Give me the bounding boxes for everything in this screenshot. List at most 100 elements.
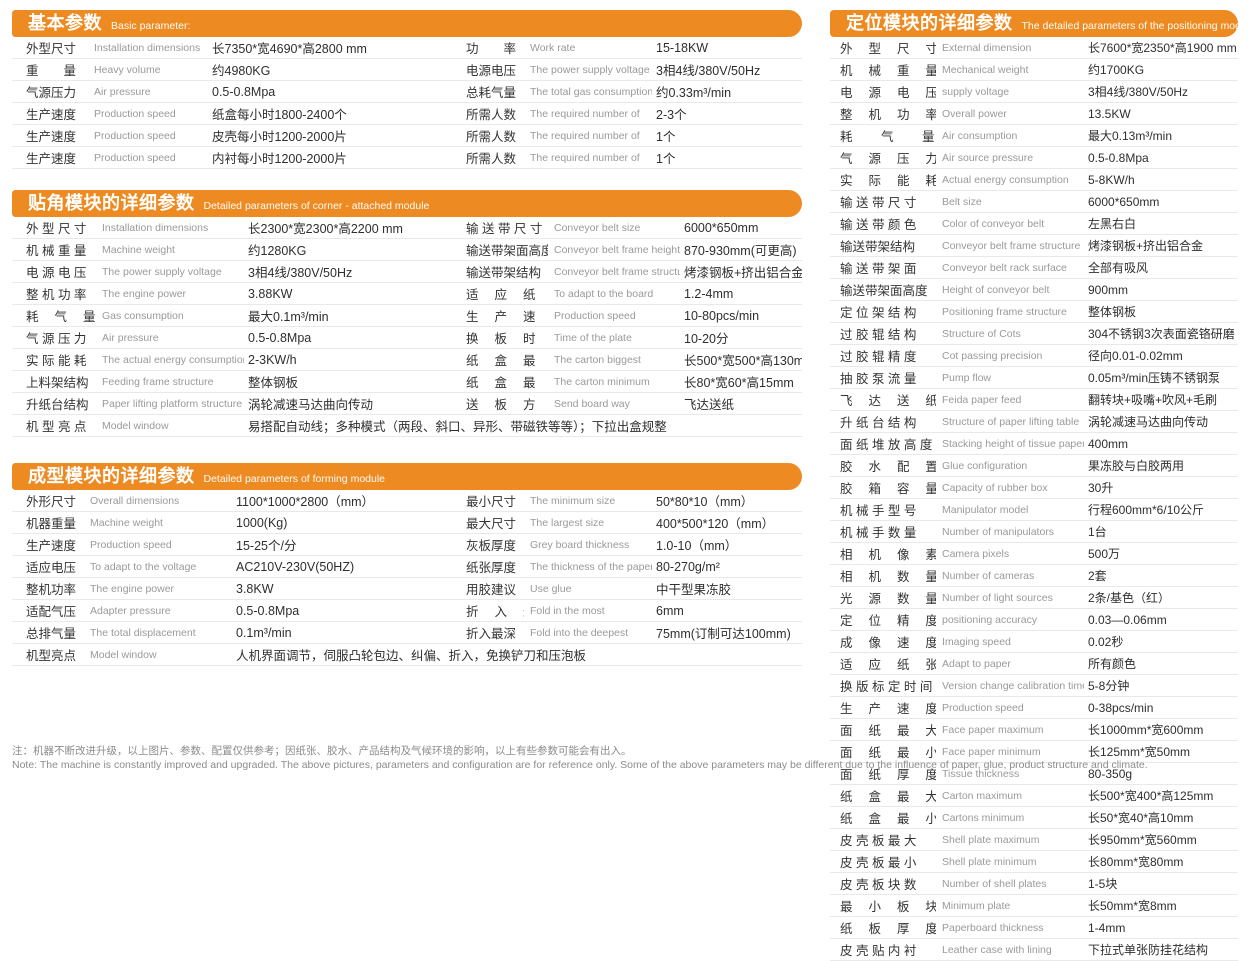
- param-label-en: Machine weight: [90, 516, 163, 529]
- param-label-cn: 整 机 功 率: [840, 108, 936, 122]
- param-label-en: Production speed: [554, 309, 636, 322]
- param-label-cn: 电源电压: [466, 64, 517, 78]
- table-row: 气源压力 Air pressure 0.5-0.8Mpa 总耗气量 The total …: [12, 81, 802, 103]
- table-row: 电 源 电 压 supply voltage 3相4线/380V/50Hz: [830, 81, 1238, 103]
- param-value: 约1280KG: [248, 244, 307, 258]
- table-row: 总排气量 The total displacement 0.1m³/min 折入最深 F…: [12, 622, 802, 644]
- table-row: 外 型 尺 寸 External dimension 长7600*宽2350*高19…: [830, 37, 1238, 59]
- param-cell: 皮 壳 板 最 小 Shell plate minimum 长80mm*宽80mm: [830, 851, 1238, 872]
- param-label-en: Number of manipulators: [942, 525, 1055, 538]
- param-value: 长7600*宽2350*高1900 mm: [1088, 41, 1237, 55]
- param-label-en: Glue configuration: [942, 459, 1028, 472]
- param-value: 0.5-0.8Mpa: [236, 603, 300, 618]
- param-label-cn: 适配气压: [26, 605, 77, 619]
- param-label-cn: 纸张厚度: [466, 561, 517, 575]
- param-value: 皮壳每小时1200-2000片: [212, 130, 347, 144]
- table-row: 最 小 板 块 Minimum plate 长50mm*宽8mm: [830, 895, 1238, 917]
- param-value: 10-80pcs/min: [684, 308, 760, 323]
- param-label-cn: 外型尺寸: [26, 42, 77, 56]
- right-column: 定位模块的详细参数 The detailed parameters of the…: [830, 10, 1238, 961]
- param-label-en: Mechanical weight: [942, 63, 1029, 76]
- table-row: 整机功率 The engine power 3.8KW 用胶建议 Use glue 中干型…: [12, 578, 802, 600]
- param-cell: 定 位 架 结 构 Positioning frame structure 整体钢板: [830, 301, 1238, 322]
- param-label-cn: 重 量: [26, 64, 77, 78]
- param-label-cn: 所需人数: [466, 152, 517, 166]
- param-label-en: Production speed: [90, 538, 172, 551]
- param-value: 2条/基色（红）: [1088, 591, 1171, 605]
- param-value: 10-20分: [684, 332, 729, 346]
- param-label-cn: 纸 盒 最 大: [466, 354, 548, 368]
- param-value: 1100*1000*2800（mm）: [236, 495, 375, 509]
- param-cell: 电 源 电 压 supply voltage 3相4线/380V/50Hz: [830, 81, 1238, 102]
- footer-note: 注：机器不断改进升级，以上图片、参数、配置仅供参考；因纸张、胶水、产品结构及气候…: [12, 744, 1238, 772]
- param-label-en: Feida paper feed: [942, 393, 1022, 406]
- param-cell: 输 送 带 尺 寸 Belt size 6000*650mm: [830, 191, 1238, 212]
- table-row: 定 位 精 度 positioning accuracy 0.03—0.06mm: [830, 609, 1238, 631]
- table-row: 成 像 速 度 Imaging speed 0.02秒: [830, 631, 1238, 653]
- param-value: 0.05m³/min压铸不锈钢泵: [1088, 371, 1221, 385]
- param-value: 烤漆钢板+挤出铝合金: [684, 266, 802, 280]
- table-row: 纸 板 厚 度 Paperboard thickness 1-4mm: [830, 917, 1238, 939]
- param-label-cn: 气源压力: [26, 86, 77, 100]
- param-label-en: Paper lifting platform structure: [102, 397, 243, 410]
- param-label-cn: 输送带架面高度: [840, 284, 928, 298]
- table-row: 外形尺寸 Overall dimensions 1100*1000*2800（mm）…: [12, 490, 802, 512]
- param-cell: 所需人数 The required number of 2-3个: [452, 103, 802, 124]
- table-row-highlight: 机型亮点 Model window 人机界面调节，伺服凸轮包边、纠偏、折入，免换铲刀…: [12, 644, 802, 666]
- param-cell: 外型尺寸 Installation dimensions 长7350*宽4690*高…: [12, 37, 452, 58]
- param-cell: 定 位 精 度 positioning accuracy 0.03—0.06mm: [830, 609, 1238, 630]
- table-row: 耗 气 量 Gas consumption 最大0.1m³/min 生 产 速 度 Pr…: [12, 305, 802, 327]
- param-cell: 最小尺寸 The minimum size 50*80*10（mm）: [452, 490, 802, 511]
- param-cell: 用胶建议 Use glue 中干型果冻胶: [452, 578, 802, 599]
- param-label-en: Feeding frame structure: [102, 375, 214, 388]
- param-label-cn: 总耗气量: [466, 86, 517, 100]
- param-label-cn: 最 小 板 块: [840, 900, 936, 914]
- section-title-cn: 成型模块的详细参数: [28, 466, 195, 486]
- param-label-cn: 输送带架面高度: [466, 244, 548, 258]
- param-label-en: Time of the plate: [554, 331, 632, 344]
- param-cell: 机器重量 Machine weight 1000(Kg): [12, 512, 452, 533]
- param-label-cn: 耗 气 量: [26, 310, 96, 324]
- param-label-cn: 成 像 速 度: [840, 636, 936, 650]
- param-value: 整体钢板: [1088, 305, 1137, 319]
- table-row: 胶 水 配 置 Glue configuration 果冻胶与白胶两用: [830, 455, 1238, 477]
- param-label-en: Conveyor belt frame height: [554, 243, 680, 256]
- param-label-en: Number of cameras: [942, 569, 1035, 582]
- param-label-en: Shell plate minimum: [942, 855, 1037, 868]
- param-cell: 上料架结构 Feeding frame structure 整体钢板: [12, 371, 452, 392]
- param-label-cn: 机器重量: [26, 517, 77, 531]
- param-cell: 输送带架面高度 Height of conveyor belt 900mm: [830, 279, 1238, 300]
- param-label-cn: 上料架结构: [26, 376, 89, 390]
- section-positioning-module: 定位模块的详细参数 The detailed parameters of the…: [830, 10, 1238, 961]
- table-row: 换 版 标 定 时 间 Version change calibration ti…: [830, 675, 1238, 697]
- table-row: 气 源 压 力 Air pressure 0.5-0.8Mpa 换 板 时 间 Time…: [12, 327, 802, 349]
- param-label-cn: 所需人数: [466, 108, 517, 122]
- param-value: 0.5-0.8Mpa: [248, 330, 312, 345]
- param-value: 下拉式单张防挂花结构: [1088, 943, 1209, 957]
- param-label-en: To adapt to the board: [554, 287, 654, 300]
- table-row: 机 械 手 数 量 Number of manipulators 1台: [830, 521, 1238, 543]
- param-cell: 耗 气 量 Gas consumption 最大0.1m³/min: [12, 305, 452, 326]
- param-label-en: Version change calibration time: [942, 679, 1084, 692]
- param-cell: 生 产 速 度 Production speed 10-80pcs/min: [452, 305, 802, 326]
- param-label-en: Shell plate maximum: [942, 833, 1040, 846]
- param-value: 长80*宽60*高15mm: [684, 376, 794, 390]
- param-value: 15-18KW: [656, 40, 709, 55]
- param-label-cn: 面 纸 堆 放 高 度: [840, 438, 933, 452]
- param-label-cn: 换 版 标 定 时 间: [840, 680, 933, 694]
- param-cell: 皮 壳 贴 内 衬 Leather case with lining 下拉式单张防挂…: [830, 939, 1238, 960]
- param-label-en: The thickness of the paper: [530, 560, 652, 573]
- param-cell: 最 小 板 块 Minimum plate 长50mm*宽8mm: [830, 895, 1238, 916]
- param-value: 5-8分钟: [1088, 679, 1130, 693]
- table-row: 输送带架面高度 Height of conveyor belt 900mm: [830, 279, 1238, 301]
- param-label-cn: 功 率: [466, 42, 517, 56]
- section-header-corner: 贴角模块的详细参数 Detailed parameters of corner …: [12, 190, 802, 217]
- param-label-en: Conveyor belt frame structure: [554, 265, 680, 278]
- param-label-cn: 输 送 带 颜 色: [840, 218, 917, 232]
- param-value: 约4980KG: [212, 64, 271, 78]
- param-label-en: Actual energy consumption: [942, 173, 1069, 186]
- param-value: 6000*650mm: [684, 220, 759, 235]
- param-value: 约0.33m³/min: [656, 86, 732, 100]
- param-label-cn: 输送带架结构: [466, 266, 542, 280]
- param-cell: 总排气量 The total displacement 0.1m³/min: [12, 622, 452, 643]
